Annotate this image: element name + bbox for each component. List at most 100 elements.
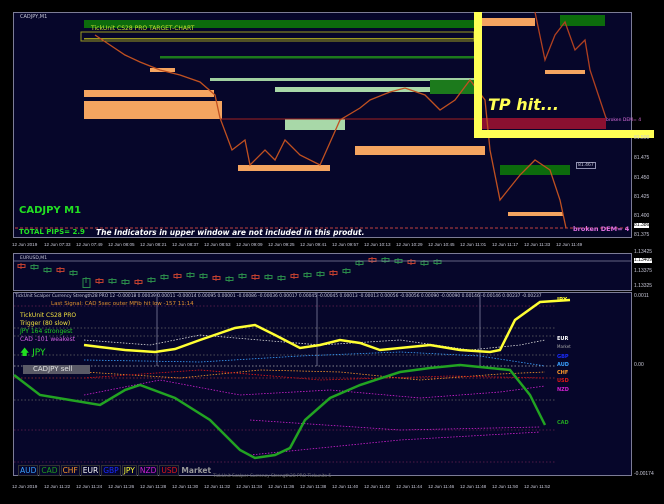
info-trigger: Trigger (80 slow) bbox=[20, 320, 71, 327]
price-axis-label: 1.13375 bbox=[634, 268, 653, 274]
candle bbox=[134, 280, 143, 284]
candle bbox=[368, 258, 377, 262]
legend-market[interactable]: Market bbox=[181, 466, 212, 475]
candle bbox=[407, 260, 416, 264]
candle bbox=[147, 278, 156, 282]
legend-item-chf[interactable]: CHF bbox=[60, 465, 80, 476]
time-axis-label: 12 Jun 11:33 bbox=[524, 242, 551, 247]
candle bbox=[69, 271, 78, 275]
time-axis-label: 12 Jun 08:05 bbox=[108, 242, 135, 247]
time-axis-label: 12 Jun 11:46 bbox=[428, 484, 455, 489]
tp-frame-bottom bbox=[474, 130, 654, 138]
line-label-market: Market bbox=[557, 344, 571, 349]
candle bbox=[43, 268, 52, 272]
price-axis-label: 81.386 bbox=[634, 222, 650, 228]
price-tag: 81.467 bbox=[576, 162, 596, 169]
price-axis-label: 81.450 bbox=[634, 175, 650, 181]
legend-item-aud[interactable]: AUD bbox=[18, 465, 39, 476]
candle bbox=[433, 260, 442, 264]
candle bbox=[329, 271, 338, 275]
signal-button[interactable]: CADJPY sell bbox=[23, 365, 90, 374]
price-axis-label: 81.475 bbox=[634, 155, 650, 161]
legend-item-jpy[interactable]: JPY bbox=[121, 465, 137, 476]
time-axis-label: 12 Jun 08:53 bbox=[204, 242, 231, 247]
currency-line bbox=[249, 431, 541, 456]
candle bbox=[212, 276, 221, 280]
time-axis-label: 12 Jun 09:09 bbox=[236, 242, 263, 247]
line-label-cad: CAD bbox=[557, 420, 569, 426]
supply-zone bbox=[275, 87, 435, 92]
supply-line bbox=[210, 78, 474, 81]
legend-item-usd[interactable]: USD bbox=[159, 465, 180, 476]
candle bbox=[173, 274, 182, 278]
time-axis-label: 12 Jun 11:40 bbox=[332, 484, 359, 489]
legend-item-gbp[interactable]: GBP bbox=[101, 465, 121, 476]
time-axis-label: 12 Jun 11:26 bbox=[108, 484, 135, 489]
candle bbox=[264, 275, 273, 279]
candle bbox=[186, 273, 195, 277]
main-time-axis: 12 Jun 2019 12 Jun 07:33 12 Jun 07:49 12 Ju… bbox=[12, 242, 588, 247]
candle bbox=[420, 261, 429, 265]
tp-frame-left bbox=[474, 12, 482, 138]
last-signal: Last Signal: CAD 5sec outer MFib hit low… bbox=[51, 301, 194, 307]
price-axis-label: 81.500 bbox=[634, 135, 650, 141]
info-title: TickUnit CS28 PRO bbox=[20, 312, 77, 319]
line-label-nzd: NZD bbox=[557, 387, 569, 393]
info-strongest: JPY 164 strongest bbox=[20, 328, 73, 335]
candle bbox=[316, 272, 325, 276]
total-pips: TOTAL PIPS= 2.9 bbox=[19, 228, 85, 236]
time-axis-label: 12 Jun 11:32 bbox=[204, 484, 231, 489]
time-axis-label: 12 Jun 11:50 bbox=[492, 484, 519, 489]
jpy-strength-line bbox=[83, 298, 571, 354]
candle bbox=[277, 276, 286, 280]
inset-price-line bbox=[534, 11, 607, 119]
candle bbox=[303, 273, 312, 277]
time-axis-label: 12 Jun 2019 bbox=[12, 484, 38, 489]
time-axis-label: 12 Jun 11:17 bbox=[492, 242, 519, 247]
time-axis-label: 12 Jun 11:38 bbox=[300, 484, 327, 489]
time-axis-label: 12 Jun 07:49 bbox=[76, 242, 103, 247]
broken-dem-label-inset: broken DEM= 4 bbox=[606, 118, 642, 123]
time-axis-label: 12 Jun 08:21 bbox=[140, 242, 167, 247]
indicator-axis-label: 0.0011 bbox=[634, 293, 649, 299]
supply-zone bbox=[84, 20, 474, 28]
price-axis-label: 81.425 bbox=[634, 194, 650, 200]
notice-text: The Indicators in upper window are not i… bbox=[96, 228, 365, 237]
time-axis-label: 12 Jun 09:41 bbox=[300, 242, 327, 247]
time-axis-label: 12 Jun 09:57 bbox=[332, 242, 359, 247]
supply-line bbox=[160, 56, 474, 59]
line-label-jpy: JPY bbox=[557, 297, 568, 303]
legend-item-eur[interactable]: EUR bbox=[80, 465, 101, 476]
legend-item-nzd[interactable]: NZD bbox=[137, 465, 159, 476]
time-axis-label: 12 Jun 09:25 bbox=[268, 242, 295, 247]
demand-zone bbox=[482, 18, 535, 26]
time-axis-label: 12 Jun 11:36 bbox=[268, 484, 295, 489]
time-axis-label: 12 Jun 11:22 bbox=[44, 484, 71, 489]
info-weakest: CAD -101 weakest bbox=[20, 336, 76, 343]
time-axis-label: 12 Jun 10:13 bbox=[364, 242, 391, 247]
line-label-chf: CHF bbox=[557, 370, 569, 376]
time-axis-label: 12 Jun 10:45 bbox=[428, 242, 455, 247]
strong-currency-indicator: 🡅 JPY bbox=[20, 345, 46, 361]
target-line bbox=[84, 38, 474, 40]
candle bbox=[199, 274, 208, 278]
indicator-window[interactable] bbox=[13, 292, 632, 476]
price-axis-label: 1.13325 bbox=[634, 283, 653, 289]
pair-label: CADJPY M1 bbox=[19, 205, 82, 216]
candle bbox=[355, 261, 364, 265]
supply-zone bbox=[500, 165, 570, 175]
time-axis-label: 12 Jun 10:29 bbox=[396, 242, 423, 247]
line-label-gbp: GBP bbox=[557, 354, 569, 360]
time-axis-label: 12 Jun 07:33 bbox=[44, 242, 71, 247]
indicator-header: TickUnit Scalper Currency Strength28 PRO… bbox=[15, 294, 542, 299]
candle bbox=[17, 264, 26, 268]
main-chart-title: CADJPY,M1 bbox=[20, 14, 48, 20]
time-axis-label: 12 Jun 11:42 bbox=[364, 484, 391, 489]
supply-zone bbox=[430, 80, 474, 94]
candle bbox=[108, 279, 117, 283]
time-axis-label: 12 Jun 08:37 bbox=[172, 242, 199, 247]
legend-item-cad[interactable]: CAD bbox=[39, 465, 60, 476]
candle bbox=[82, 278, 91, 288]
